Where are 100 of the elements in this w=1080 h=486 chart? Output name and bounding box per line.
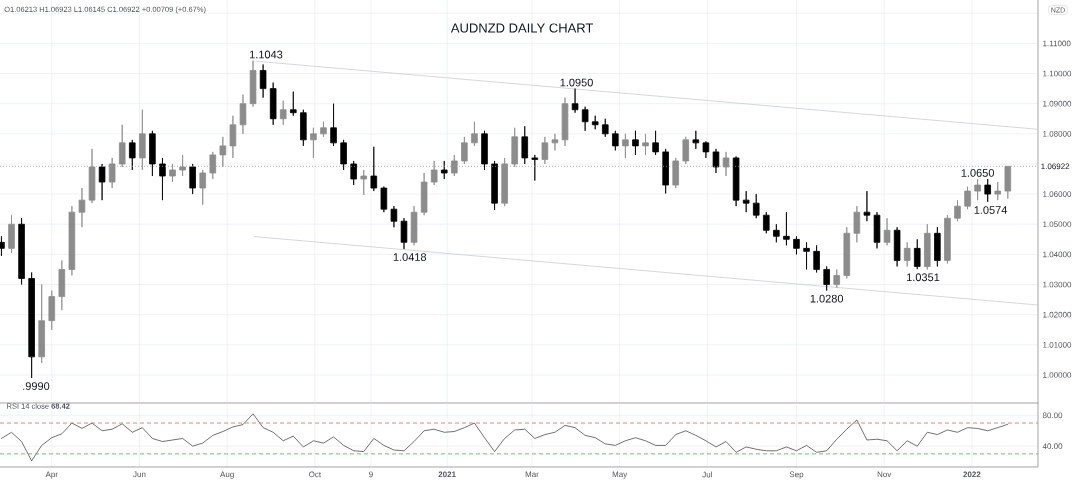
x-tick-label: 2022 (963, 471, 981, 478)
x-tick-label: Apr (45, 471, 58, 479)
candlestick (964, 186, 971, 210)
y-tick-label: 1.10000 (1043, 70, 1072, 77)
x-tick-label: 9 (369, 471, 373, 478)
candlestick (863, 190, 871, 222)
y-tick-label: 1.00000 (1043, 372, 1072, 378)
candlestick (461, 136, 468, 165)
candlestick (974, 178, 981, 201)
x-tick-label: Jun (133, 471, 146, 478)
x-tick-label: Jul (702, 471, 712, 478)
x-tick-label: Aug (220, 471, 234, 479)
candlestick (944, 214, 951, 264)
x-tick-label: 2021 (438, 471, 456, 478)
candlestick (179, 154, 186, 177)
y-tick-label: 1.08000 (1043, 130, 1072, 137)
annotation: 1.0351 (907, 273, 940, 282)
y-tick-label: 1.01000 (1043, 341, 1072, 348)
y-tick-label: 1.05000 (1043, 221, 1072, 228)
y-tick-label: 1.09000 (1043, 100, 1072, 107)
candlestick (159, 157, 166, 201)
candlestick (269, 82, 277, 126)
candlestick (793, 235, 800, 255)
candlestick (823, 266, 830, 291)
candlestick (672, 157, 679, 189)
candlestick (843, 226, 851, 279)
candlestick (259, 64, 267, 99)
candlestick (68, 205, 76, 276)
x-tick-label: Sep (789, 471, 804, 479)
candlestick (400, 217, 408, 250)
candlestick (249, 60, 257, 108)
candlestick (28, 272, 35, 379)
candlestick (531, 154, 539, 181)
candlestick (38, 284, 45, 364)
candlestick (501, 157, 508, 207)
candlestick (18, 217, 25, 285)
candlestick (541, 136, 549, 165)
annotation: 1.0574 (974, 206, 1008, 214)
candlestick (310, 127, 317, 159)
candlestick (853, 205, 861, 243)
candlestick (612, 130, 619, 151)
candlestick (581, 106, 589, 132)
candlestick (551, 133, 559, 151)
candlestick (954, 199, 961, 222)
candlestick (219, 136, 227, 168)
annotation: .9990 (23, 382, 50, 390)
candlestick (481, 130, 488, 171)
annotation: 1.1043 (249, 50, 283, 59)
x-tick-label: Oct (309, 471, 322, 478)
candlestick (410, 205, 418, 246)
candlestick (98, 163, 106, 201)
candlestick (129, 139, 136, 171)
candlestick (78, 187, 86, 228)
candlestick (732, 156, 740, 207)
candlestick (340, 139, 347, 171)
candlestick (803, 241, 810, 270)
candlestick (924, 223, 931, 270)
candlestick (632, 130, 639, 156)
candlestick (440, 160, 448, 180)
candlestick (662, 148, 669, 194)
annotation: 1.0280 (810, 294, 844, 303)
candlestick (451, 154, 458, 177)
candlestick (742, 190, 750, 213)
candlestick (571, 88, 579, 114)
candlestick (350, 160, 357, 186)
candlestick (360, 169, 368, 196)
candlestick (682, 136, 690, 165)
candlestick (239, 94, 247, 135)
y-tick-label: 1.11000 (1043, 40, 1071, 47)
candlestick (752, 193, 760, 219)
candlestick (622, 133, 629, 159)
candlestick (994, 181, 1002, 201)
x-tick-label: May (612, 471, 628, 479)
candlestick (88, 148, 96, 204)
y-tick-label: 1.04000 (1043, 251, 1072, 258)
candlestick (903, 241, 911, 267)
candlestick (139, 109, 146, 171)
x-tick-label: Mar (525, 471, 539, 478)
candlestick (591, 115, 599, 130)
candlestick (1004, 165, 1012, 200)
candlestick (108, 157, 116, 189)
candlestick (813, 244, 820, 273)
candlestick (229, 115, 237, 159)
candlestick (833, 269, 841, 288)
candlestick (491, 160, 498, 211)
candlestick (652, 130, 659, 156)
candlestick (763, 211, 770, 234)
candlestick (58, 260, 66, 311)
candlestick (300, 109, 307, 147)
candlestick (934, 226, 941, 267)
candlestick (209, 151, 217, 180)
candlestick (561, 97, 569, 147)
y-tick-label: 80.00 (1042, 412, 1063, 419)
ref-line-label: 1.06922 (1041, 163, 1070, 170)
candlestick (48, 290, 56, 331)
candlestick (783, 211, 790, 246)
candlestick (773, 223, 780, 243)
candlestick (279, 100, 287, 126)
text: AUDNZD DAILY CHART (450, 23, 594, 33)
candlestick (722, 151, 730, 177)
